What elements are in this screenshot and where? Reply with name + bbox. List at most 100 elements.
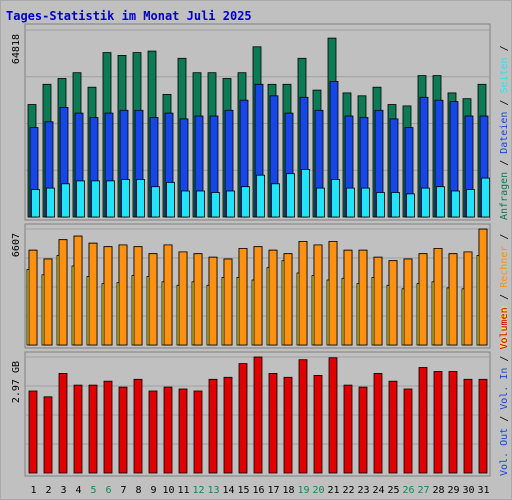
bar-volumen [73,384,83,474]
x-tick-label: 30 [462,485,474,496]
x-tick-label: 16 [252,485,264,496]
bar-seiten [286,173,295,218]
bar-volumen [448,371,458,474]
x-tick-label: 20 [312,485,324,496]
bar-rechner [163,244,173,346]
x-tick-label: 21 [327,485,339,496]
bar-rechner [403,258,413,346]
bar-volumen [163,386,173,474]
bar-volumen [268,372,278,474]
bar-rechner [223,258,233,346]
x-tick-label: 13 [207,485,219,496]
bar-volumen [178,388,188,474]
x-tick-label: 6 [105,485,111,496]
bar-seiten [331,179,340,218]
right-label-part: / [499,234,510,246]
x-tick-label: 24 [372,485,384,496]
bar-seiten [421,187,430,218]
right-label-part: / [499,94,510,112]
bar-volumen [58,372,68,474]
bar-rechner [298,240,308,346]
bar-rechner [88,242,98,346]
bar-seiten [451,190,460,218]
right-label-part: Rechner [499,246,510,288]
bar-seiten [316,187,325,218]
x-tick-label: 18 [282,485,294,496]
bar-seiten [151,186,160,218]
bar-seiten [106,180,115,218]
bar-seiten [256,174,265,218]
bar-seiten [91,180,100,218]
bar-rechner [373,256,383,346]
right-label-part: Vol. In [499,368,510,410]
bar-volumen [298,359,308,474]
bar-volumen [193,390,203,474]
bar-volumen [133,378,143,474]
x-tick-label: 29 [447,485,459,496]
right-label-part: / [499,154,510,172]
bar-volumen [328,357,338,474]
bar-volumen [373,372,383,474]
bar-rechner [58,239,68,346]
bar-seiten [481,177,490,218]
bar-volumen [208,378,218,474]
bar-seiten [376,192,385,218]
bar-volumen [478,378,488,474]
bar-seiten [166,181,175,218]
right-label-group: Anfragen / Dateien / Seiten / [499,45,510,220]
bar-rechner [433,247,443,346]
bar-seiten [181,190,190,218]
bar-volumen [28,390,38,474]
bar-seiten [241,186,250,218]
bar-rechner [193,253,203,346]
visits-max-label: 6607 [11,233,22,257]
bar-rechner [43,258,53,346]
bar-seiten [121,179,130,218]
x-tick-label: 14 [222,485,234,496]
bar-volumen [358,386,368,474]
x-tick-label: 4 [75,485,81,496]
bar-rechner [328,240,338,346]
bar-rechner [238,247,248,346]
x-axis-labels: 1 2 3 4 5 6 7 8 9 10 11 12 13 14 15 16 17 18 19 20 21 22 23 24 2… [30,485,489,496]
right-label-group: Besuche / Rechner / [499,234,510,348]
bar-rechner [73,235,83,346]
bar-volumen [43,396,53,474]
bar-seiten [226,190,235,218]
bar-volumen [313,374,323,474]
bar-rechner [478,228,488,346]
bar-rechner [103,246,113,346]
bar-seiten [211,192,220,218]
right-label-part: Vol. Out [499,428,510,476]
right-label-part: Besuche [499,306,510,348]
bar-volumen [403,388,413,474]
bar-volumen [463,378,473,474]
bar-seiten [301,168,310,218]
x-tick-label: 8 [135,485,141,496]
x-tick-label: 27 [417,485,429,496]
right-label-part: / [499,410,510,428]
x-tick-label: 9 [150,485,156,496]
bar-seiten [46,187,55,218]
right-legend-labels: Anfragen / Dateien / Seiten / Besuche / … [499,45,510,476]
bar-rechner [133,246,143,346]
bar-rechner [343,249,353,346]
x-tick-label: 26 [402,485,414,496]
bars [26,37,490,474]
right-label-part: / [499,45,510,57]
x-tick-label: 12 [192,485,204,496]
bar-rechner [268,249,278,346]
x-tick-label: 22 [342,485,354,496]
bar-rechner [253,246,263,346]
bar-rechner [208,256,218,346]
bar-seiten [346,187,355,218]
bar-seiten [406,193,415,218]
bar-rechner [28,249,38,346]
x-tick-label: 31 [477,485,489,496]
x-tick-label: 7 [120,485,126,496]
requests-max-label: 64818 [11,34,22,64]
bar-rechner [148,253,158,346]
x-tick-label: 1 [30,485,36,496]
bar-volumen [148,390,158,474]
